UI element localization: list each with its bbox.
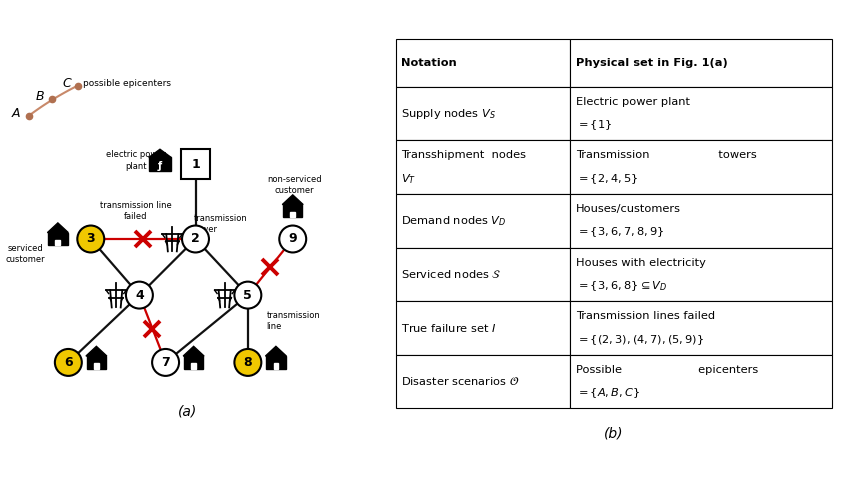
Text: Electric power plant: Electric power plant [576, 97, 690, 107]
Circle shape [280, 226, 306, 252]
Circle shape [126, 282, 153, 309]
Bar [396, 194, 570, 248]
Text: ƒ: ƒ [158, 161, 162, 171]
Bar [570, 301, 832, 355]
Circle shape [235, 349, 261, 376]
Bar [396, 87, 570, 141]
Bar [396, 248, 570, 301]
Text: serviced
customer: serviced customer [5, 244, 45, 264]
Bar [570, 87, 832, 141]
Circle shape [235, 282, 261, 309]
Text: 8: 8 [244, 356, 252, 369]
Polygon shape [48, 223, 68, 233]
Text: 1: 1 [191, 158, 200, 171]
Text: True failure set $I$: True failure set $I$ [401, 322, 496, 334]
Text: transmission line
failed: transmission line failed [99, 201, 172, 221]
Circle shape [182, 226, 209, 252]
Bar [570, 39, 832, 87]
Text: transmission
tower: transmission tower [194, 214, 247, 234]
Text: (a): (a) [178, 404, 198, 418]
Text: A: A [11, 107, 20, 120]
Text: 3: 3 [87, 232, 95, 246]
Text: non-serviced
customer: non-serviced customer [267, 175, 322, 195]
Text: possible epicenters: possible epicenters [83, 79, 172, 88]
Text: Supply nodes $V_S$: Supply nodes $V_S$ [401, 107, 496, 121]
Text: Houses/customers: Houses/customers [576, 204, 681, 214]
Text: $= \{3, 6, 8\} \subseteq V_D$: $= \{3, 6, 8\} \subseteq V_D$ [576, 279, 667, 293]
Bar [191, 363, 196, 369]
Bar [184, 356, 203, 369]
Bar [55, 239, 60, 245]
Bar [291, 212, 295, 217]
Polygon shape [86, 347, 107, 356]
Bar [396, 141, 570, 194]
Text: Transmission lines failed: Transmission lines failed [576, 311, 715, 321]
Text: 5: 5 [243, 289, 252, 302]
Text: $= \{(2, 3), (4, 7), (5, 9)\}$: $= \{(2, 3), (4, 7), (5, 9)\}$ [576, 333, 704, 347]
Polygon shape [183, 347, 204, 356]
Bar [94, 363, 99, 369]
Text: transmission
line: transmission line [267, 311, 320, 331]
Circle shape [152, 349, 179, 376]
Bar [570, 194, 832, 248]
Text: B: B [36, 90, 44, 103]
Bar [396, 39, 570, 87]
Circle shape [77, 226, 105, 252]
Text: 4: 4 [135, 289, 144, 302]
Circle shape [55, 349, 82, 376]
Text: $= \{2, 4, 5\}$: $= \{2, 4, 5\}$ [576, 172, 638, 186]
Bar [87, 356, 106, 369]
Text: 6: 6 [64, 356, 72, 369]
Text: $= \{A, B, C\}$: $= \{A, B, C\}$ [576, 386, 640, 400]
Bar [266, 356, 286, 369]
Text: Disaster scenarios $\mathcal{O}$: Disaster scenarios $\mathcal{O}$ [401, 375, 519, 387]
Bar [180, 149, 211, 179]
Text: $= \{3, 6, 7, 8, 9\}$: $= \{3, 6, 7, 8, 9\}$ [576, 226, 664, 239]
Text: electric power
plant: electric power plant [106, 151, 167, 171]
Text: Transshipment  nodes: Transshipment nodes [401, 151, 526, 161]
Bar [570, 248, 832, 301]
Polygon shape [149, 149, 171, 157]
Bar [48, 233, 68, 245]
Text: Transmission                   towers: Transmission towers [576, 151, 756, 161]
Bar [149, 157, 171, 171]
Text: 7: 7 [162, 356, 170, 369]
Polygon shape [282, 195, 303, 205]
Text: Possible                     epicenters: Possible epicenters [576, 365, 758, 375]
Text: $V_T$: $V_T$ [401, 172, 416, 186]
Polygon shape [265, 347, 286, 356]
Bar [283, 205, 303, 217]
Text: $= \{1\}$: $= \{1\}$ [576, 119, 612, 132]
Text: 2: 2 [191, 232, 200, 246]
Text: C: C [62, 77, 71, 90]
Text: Serviced nodes $\mathcal{S}$: Serviced nodes $\mathcal{S}$ [401, 268, 502, 280]
Bar [274, 363, 278, 369]
Text: Houses with electricity: Houses with electricity [576, 258, 706, 268]
Text: Notation: Notation [401, 58, 457, 68]
Bar [570, 355, 832, 408]
Bar [396, 355, 570, 408]
Text: (b): (b) [604, 427, 624, 441]
Bar [570, 141, 832, 194]
Bar [396, 301, 570, 355]
Text: 9: 9 [288, 232, 297, 246]
Text: Physical set in Fig. 1(a): Physical set in Fig. 1(a) [576, 58, 728, 68]
Text: Demand nodes $V_D$: Demand nodes $V_D$ [401, 214, 507, 228]
